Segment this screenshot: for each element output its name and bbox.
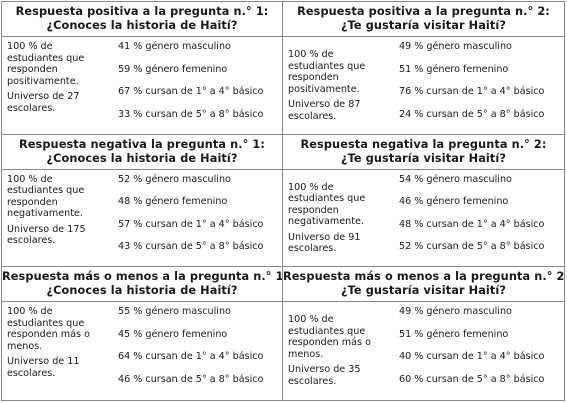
summary-block: 100 % de estudiantes que responden más o… [7, 306, 111, 379]
universe-text: Universo de 27 escolares. [7, 91, 80, 114]
stat-grades-1-4: 40 % cursan de 1° a 4° básico [399, 351, 545, 363]
panel-title-line-2: ¿Conoces la historia de Haití? [46, 284, 238, 298]
universe-text: Universo de 91 escolares. [288, 231, 361, 255]
panel-title-line-1: Respuesta más o menos a la pregunta n.° … [2, 270, 283, 284]
panel-body: 100 % de estudiantes que responden más o… [283, 302, 564, 400]
stat-female: 46 % género femenino [399, 196, 509, 208]
panel-neutral-q1: Respuesta más o menos a la pregunta n.° … [2, 267, 283, 400]
summary-text: 100 % de estudiantes que responden posit… [7, 41, 85, 87]
summary-text: 100 % de estudiantes que responden más o… [288, 314, 371, 360]
panel-heading: Respuesta negativa la pregunta n.° 1: ¿C… [2, 135, 282, 170]
stats-list: 55 % género masculino 45 % género femeni… [118, 306, 280, 396]
panel-body: 100 % de estudiantes que responden posit… [2, 37, 282, 134]
panel-positive-q2: Respuesta positiva a la pregunta n.° 2: … [283, 2, 564, 135]
stat-grades-1-4: 57 % cursan de 1° a 4° básico [118, 218, 264, 230]
stats-list: 54 % género masculino 46 % género femeni… [399, 174, 562, 264]
summary-block: 100 % de estudiantes que responden posit… [7, 41, 111, 114]
panel-body: 100 % de estudiantes que responden negat… [2, 170, 282, 267]
stat-female: 51 % género femenino [399, 63, 509, 75]
panel-title-line-1: Respuesta positiva a la pregunta n.° 2: [297, 5, 550, 18]
summary-block: 100 % de estudiantes que responden más o… [288, 314, 392, 387]
panel-heading: Respuesta positiva a la pregunta n.° 2: … [283, 2, 564, 37]
panel-heading: Respuesta negativa la pregunta n.° 2: ¿T… [283, 135, 564, 170]
stat-grades-1-4: 64 % cursan de 1° a 4° básico [118, 351, 264, 363]
stats-list: 49 % género masculino 51 % género femeni… [399, 306, 562, 396]
panel-neutral-q2: Respuesta más o menos a la pregunta n.° … [283, 267, 564, 400]
panel-negative-q1: Respuesta negativa la pregunta n.° 1: ¿C… [2, 134, 283, 268]
stat-grades-1-4: 76 % cursan de 1° a 4° básico [399, 86, 545, 97]
stat-female: 45 % género femenino [118, 328, 228, 340]
panel-title-line-2: ¿Conoces la historia de Haití? [46, 19, 238, 32]
stat-grades-5-8: 24 % cursan de 5° a 8° básico [399, 108, 545, 120]
stat-male: 54 % género masculino [399, 173, 512, 185]
panel-title-line-1: Respuesta positiva a la pregunta n.° 1: [15, 5, 269, 18]
stat-grades-1-4: 67 % cursan de 1° a 4° básico [118, 86, 264, 97]
stat-male: 49 % género masculino [399, 306, 512, 318]
stat-grades-1-4: 48 % cursan de 1° a 4° básico [399, 218, 545, 230]
stat-grades-5-8: 43 % cursan de 5° a 8° básico [118, 241, 264, 253]
universe-text: Universo de 175 escolares. [7, 223, 86, 247]
universe-text: Universo de 35 escolares. [288, 364, 361, 387]
panel-body: 100 % de estudiantes que responden posit… [283, 37, 564, 134]
stat-female: 59 % género femenino [118, 63, 228, 75]
panel-positive-q1: Respuesta positiva a la pregunta n.° 1: … [2, 2, 283, 135]
summary-text: 100 % de estudiantes que responden más o… [7, 306, 90, 352]
stat-female: 48 % género femenino [118, 196, 228, 208]
stat-male: 55 % género masculino [118, 306, 231, 318]
stat-female: 51 % género femenino [399, 328, 509, 340]
panel-heading: Respuesta más o menos a la pregunta n.° … [283, 267, 564, 303]
stat-male: 41 % género masculino [118, 41, 231, 52]
panel-body: 100 % de estudiantes que responden negat… [283, 170, 564, 267]
panel-heading: Respuesta positiva a la pregunta n.° 1: … [2, 2, 282, 37]
stats-list: 52 % género masculino 48 % género femeni… [118, 174, 280, 264]
panel-title-line-1: Respuesta más o menos a la pregunta n.° … [283, 270, 564, 284]
summary-text: 100 % de estudiantes que responden negat… [7, 173, 85, 220]
panel-body: 100 % de estudiantes que responden más o… [2, 302, 282, 400]
stat-male: 49 % género masculino [399, 41, 512, 52]
summary-text: 100 % de estudiantes que responden negat… [288, 181, 366, 228]
panel-title-line-2: ¿Te gustaría visitar Haití? [340, 151, 507, 165]
panel-negative-q2: Respuesta negativa la pregunta n.° 2: ¿T… [283, 135, 564, 268]
universe-text: Universo de 87 escolares. [288, 99, 361, 122]
stat-grades-5-8: 46 % cursan de 5° a 8° básico [118, 373, 264, 385]
stat-male: 52 % género masculino [118, 173, 231, 185]
panel-title-line-2: ¿Te gustaría visitar Haití? [340, 284, 507, 298]
summary-block: 100 % de estudiantes que responden negat… [7, 174, 111, 247]
stats-list: 49 % género masculino 51 % género femeni… [399, 41, 562, 131]
stat-grades-5-8: 33 % cursan de 5° a 8° básico [118, 108, 264, 120]
stat-grades-5-8: 60 % cursan de 5° a 8° básico [399, 373, 545, 385]
stat-grades-5-8: 52 % cursan de 5° a 8° básico [399, 241, 545, 253]
panel-title-line-2: ¿Conoces la historia de Haití? [46, 151, 238, 165]
panel-title-line-2: ¿Te gustaría visitar Haití? [340, 19, 507, 32]
universe-text: Universo de 11 escolares. [7, 356, 80, 379]
panel-title-line-1: Respuesta negativa la pregunta n.° 2: [300, 137, 547, 151]
summary-block: 100 % de estudiantes que responden posit… [288, 49, 392, 122]
panel-heading: Respuesta más o menos a la pregunta n.° … [2, 267, 283, 303]
panel-title-line-1: Respuesta negativa la pregunta n.° 1: [18, 137, 266, 151]
summary-text: 100 % de estudiantes que responden posit… [288, 49, 366, 95]
summary-block: 100 % de estudiantes que responden negat… [288, 182, 392, 255]
stats-list: 41 % género masculino 59 % género femeni… [118, 41, 280, 131]
